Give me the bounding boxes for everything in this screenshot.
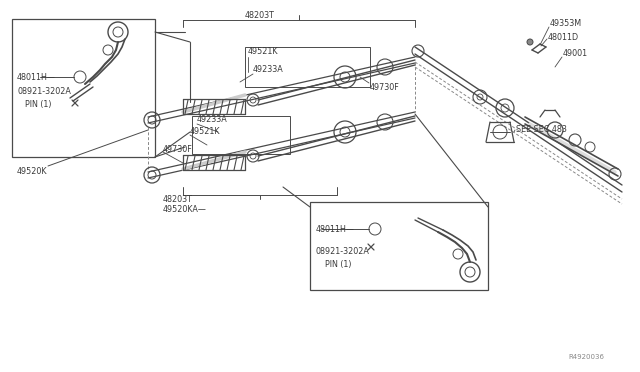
Text: 49520KA—: 49520KA—: [163, 205, 207, 215]
Text: 08921-3202A: 08921-3202A: [316, 247, 370, 257]
Circle shape: [527, 39, 533, 45]
Text: 48011H—: 48011H—: [17, 73, 56, 81]
Bar: [245, 47, 370, 87]
Text: PIN (1): PIN (1): [325, 260, 351, 269]
Text: 08921-3202A: 08921-3202A: [17, 87, 71, 96]
Text: 48203T: 48203T: [245, 10, 275, 19]
Text: 49521K: 49521K: [190, 128, 221, 137]
Text: 49353M: 49353M: [550, 19, 582, 29]
Text: 49001: 49001: [563, 49, 588, 58]
Text: 49520K: 49520K: [17, 167, 47, 176]
Bar: [12, 19, 155, 157]
Text: 49233A: 49233A: [197, 115, 228, 125]
Text: 49521K: 49521K: [248, 48, 278, 57]
Text: 48011D: 48011D: [548, 32, 579, 42]
Text: 49730F: 49730F: [370, 83, 400, 92]
Text: 48203T: 48203T: [163, 195, 193, 203]
Bar: [192, 116, 290, 154]
Text: SEE SEC.483: SEE SEC.483: [516, 125, 567, 135]
Text: R4920036: R4920036: [568, 354, 604, 360]
Bar: [310, 202, 488, 290]
Text: 49233A: 49233A: [253, 65, 284, 74]
Text: 48011H—: 48011H—: [316, 224, 355, 234]
Text: PIN (1): PIN (1): [25, 99, 51, 109]
Text: 49730F: 49730F: [163, 144, 193, 154]
